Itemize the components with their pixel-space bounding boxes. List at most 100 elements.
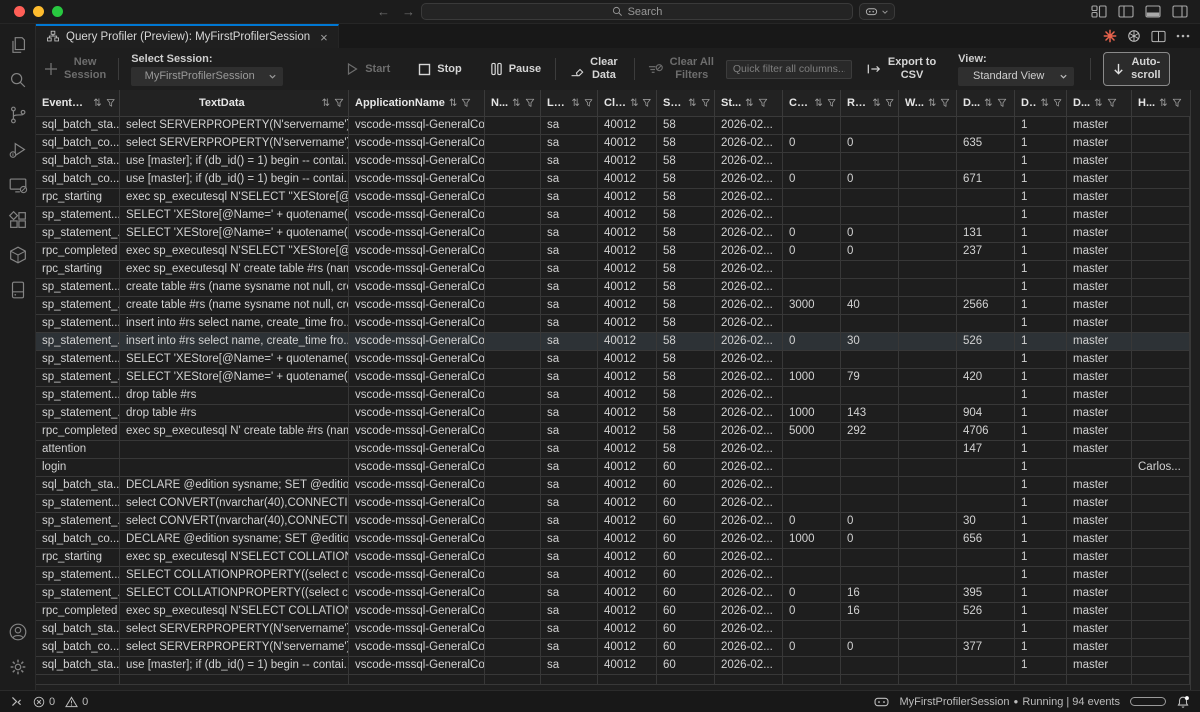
- filter-icon[interactable]: [758, 98, 768, 108]
- table-row[interactable]: sp_statement... SELECT COLLATIONPROPERTY(…: [36, 567, 1200, 585]
- table-row[interactable]: rpc_starting exec sp_executesql N'SELECT …: [36, 189, 1200, 207]
- filter-icon[interactable]: [1172, 98, 1182, 108]
- auto-scroll-button[interactable]: Auto- scroll: [1103, 52, 1170, 86]
- minimize-window-button[interactable]: [33, 6, 44, 17]
- vertical-scrollbar[interactable]: [1190, 90, 1200, 690]
- sort-icon[interactable]: ⇅: [927, 97, 937, 109]
- session-select-dropdown[interactable]: MyFirstProfilerSession: [131, 66, 284, 86]
- table-row[interactable]: sql_batch_co... select SERVERPROPERTY(N's…: [36, 639, 1200, 657]
- table-row[interactable]: rpc_starting exec sp_executesql N' create…: [36, 261, 1200, 279]
- sort-icon[interactable]: ⇅: [814, 97, 823, 109]
- extension-starburst-icon[interactable]: [1103, 29, 1117, 43]
- column-header[interactable]: Cli... ⇅: [598, 90, 657, 116]
- table-row[interactable]: sp_statement... insert into #rs select na…: [36, 315, 1200, 333]
- sidebar-item-search[interactable]: [6, 68, 30, 92]
- start-button[interactable]: Start: [345, 62, 390, 76]
- command-search-input[interactable]: Search: [421, 3, 853, 20]
- table-row[interactable]: sql_batch_sta... select SERVERPROPERTY(N'…: [36, 621, 1200, 639]
- split-editor-icon[interactable]: [1151, 30, 1166, 43]
- filter-icon[interactable]: [827, 98, 836, 108]
- account-button[interactable]: [6, 620, 30, 644]
- column-header[interactable]: D... ⇅: [957, 90, 1015, 116]
- problems-warnings[interactable]: 0: [65, 696, 88, 708]
- table-row[interactable]: sp_statement_... drop table #rs vscode-mss…: [36, 405, 1200, 423]
- back-button[interactable]: ←: [377, 4, 390, 19]
- new-session-button[interactable]: New Session: [44, 56, 106, 81]
- column-header[interactable]: D... ⇅: [1015, 90, 1067, 116]
- table-row[interactable]: rpc_starting exec sp_executesql N'SELECT …: [36, 549, 1200, 567]
- sort-icon[interactable]: ⇅: [745, 97, 754, 109]
- sidebar-item-containers[interactable]: [6, 243, 30, 267]
- sidebar-item-source-control[interactable]: [6, 103, 30, 127]
- table-row[interactable]: sql_batch_sta... DECLARE @edition sysname…: [36, 477, 1200, 495]
- column-header[interactable]: CPU ⇅: [783, 90, 841, 116]
- table-row[interactable]: sql_batch_co... DECLARE @edition sysname;…: [36, 531, 1200, 549]
- table-row[interactable]: sp_statement... SELECT 'XEStore[@Name=' +…: [36, 207, 1200, 225]
- filter-icon[interactable]: [997, 98, 1007, 108]
- problems-errors[interactable]: 0: [33, 696, 55, 708]
- settings-button[interactable]: [6, 655, 30, 679]
- table-row[interactable]: sql_batch_co... select SERVERPROPERTY(N's…: [36, 135, 1200, 153]
- table-row[interactable]: attention vscode-mssql-GeneralCo... sa 4001…: [36, 441, 1200, 459]
- view-select-dropdown[interactable]: Standard View: [958, 66, 1075, 86]
- table-row[interactable]: sp_statement... create table #rs (name sy…: [36, 279, 1200, 297]
- sort-icon[interactable]: ⇅: [93, 97, 102, 109]
- table-row[interactable]: rpc_completed exec sp_executesql N'SELECT…: [36, 243, 1200, 261]
- sort-icon[interactable]: ⇅: [512, 97, 521, 109]
- table-row[interactable]: rpc_completed exec sp_executesql N'SELECT…: [36, 603, 1200, 621]
- remote-indicator-icon[interactable]: [10, 695, 23, 708]
- sort-icon[interactable]: ⇅: [872, 97, 881, 109]
- filter-icon[interactable]: [461, 98, 471, 108]
- sort-icon[interactable]: ⇅: [630, 97, 639, 109]
- filter-icon[interactable]: [642, 98, 652, 108]
- sort-icon[interactable]: ⇅: [1094, 97, 1103, 109]
- close-tab-icon[interactable]: ×: [320, 29, 328, 45]
- toggle-primary-sidebar-icon[interactable]: [1118, 5, 1134, 18]
- ai-wheel-icon[interactable]: [1127, 29, 1141, 43]
- pause-button[interactable]: Pause: [490, 62, 541, 76]
- clear-data-button[interactable]: Clear Data: [568, 56, 618, 81]
- zoom-window-button[interactable]: [52, 6, 63, 17]
- table-row[interactable]: sp_statement_... select CONVERT(nvarchar(…: [36, 513, 1200, 531]
- more-actions-icon[interactable]: [1176, 34, 1190, 38]
- table-row[interactable]: sp_statement_... SELECT 'XEStore[@Name=' …: [36, 369, 1200, 387]
- profiler-session-status[interactable]: MyFirstProfilerSession ● Running | 94 ev…: [899, 696, 1120, 708]
- customize-layout-icon[interactable]: [1091, 5, 1107, 18]
- column-header[interactable]: D... ⇅: [1067, 90, 1132, 116]
- filter-icon[interactable]: [1107, 98, 1117, 108]
- column-header[interactable]: Re... ⇅: [841, 90, 899, 116]
- filter-icon[interactable]: [106, 98, 115, 108]
- table-row[interactable]: login vscode-mssql-GeneralCo... sa 40012 60 2…: [36, 459, 1200, 477]
- column-header[interactable]: SP... ⇅: [657, 90, 715, 116]
- filter-icon[interactable]: [584, 98, 593, 108]
- table-row[interactable]: sp_statement... drop table #rs vscode-mssq…: [36, 387, 1200, 405]
- table-row[interactable]: sql_batch_sta... use [master]; if (db_id(…: [36, 153, 1200, 171]
- sidebar-item-remote-explorer[interactable]: [6, 173, 30, 197]
- sort-icon[interactable]: ⇅: [571, 97, 580, 109]
- sidebar-item-extensions[interactable]: [6, 208, 30, 232]
- clear-all-filters-button[interactable]: Clear All Filters: [647, 56, 714, 81]
- toggle-panel-icon[interactable]: [1145, 5, 1161, 18]
- filter-icon[interactable]: [525, 98, 535, 108]
- quick-filter-input[interactable]: [725, 59, 852, 79]
- filter-icon[interactable]: [334, 98, 344, 108]
- sort-icon[interactable]: ⇅: [321, 97, 330, 109]
- table-row[interactable]: sp_statement... select CONVERT(nvarchar(4…: [36, 495, 1200, 513]
- table-row[interactable]: sp_statement... SELECT 'XEStore[@Name=' +…: [36, 351, 1200, 369]
- tab-query-profiler[interactable]: Query Profiler (Preview): MyFirstProfile…: [36, 24, 339, 48]
- column-header[interactable]: TextData ⇅: [120, 90, 349, 116]
- table-row[interactable]: rpc_completed exec sp_executesql N' creat…: [36, 423, 1200, 441]
- filter-icon[interactable]: [885, 98, 894, 108]
- table-row[interactable]: sql_batch_sta... use [master]; if (db_id(…: [36, 657, 1200, 675]
- column-header[interactable]: ApplicationName ⇅: [349, 90, 485, 116]
- column-header[interactable]: EventCl... ⇅: [36, 90, 120, 116]
- table-row[interactable]: sp_statement_... SELECT 'XEStore[@Name=' …: [36, 225, 1200, 243]
- toggle-secondary-sidebar-icon[interactable]: [1172, 5, 1188, 18]
- table-row[interactable]: sp_statement_... insert into #rs select n…: [36, 333, 1200, 351]
- copilot-button[interactable]: [859, 3, 895, 20]
- column-header[interactable]: W... ⇅: [899, 90, 957, 116]
- sort-icon[interactable]: ⇅: [688, 97, 697, 109]
- sidebar-item-explorer[interactable]: [6, 33, 30, 57]
- forward-button[interactable]: →: [402, 4, 415, 19]
- table-row[interactable]: sp_statement_... create table #rs (name s…: [36, 297, 1200, 315]
